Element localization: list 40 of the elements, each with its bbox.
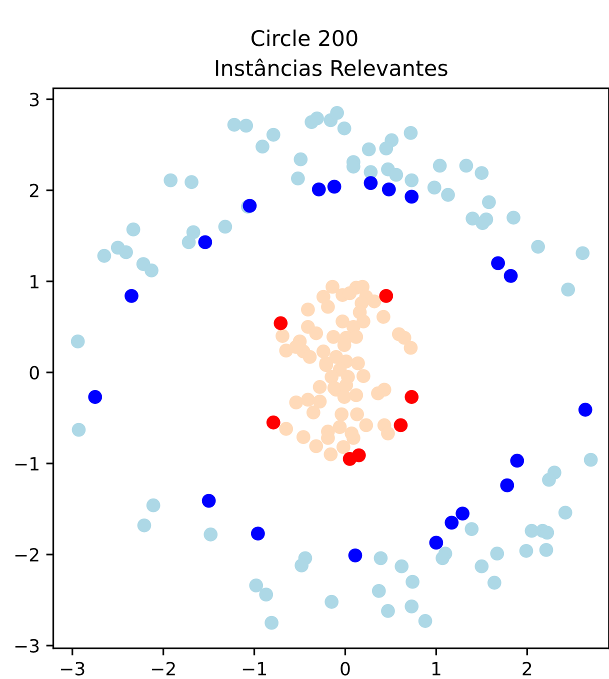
x-tick-label: 2 (522, 662, 532, 676)
point (404, 190, 419, 204)
y-tick-label: 1 (30, 275, 38, 288)
chart-subtitle: Instâncias Relevantes (216, 58, 448, 76)
point (500, 478, 514, 492)
point (352, 448, 366, 462)
point (578, 402, 592, 417)
point (250, 526, 265, 541)
y-tick-label: −2 (15, 548, 38, 562)
point (88, 390, 102, 404)
y-tick-label: 3 (30, 92, 39, 106)
point (202, 494, 216, 508)
point (312, 182, 326, 196)
y-tick-label: −1 (15, 457, 38, 470)
point (404, 390, 419, 404)
point (510, 454, 524, 468)
y-tick-label: 0 (30, 366, 39, 380)
x-tick-label: −3 (60, 662, 84, 676)
point (198, 235, 212, 250)
point (491, 256, 505, 270)
point (364, 176, 378, 190)
y-tick-label: 2 (30, 184, 38, 198)
point (348, 548, 362, 562)
x-tick-label: −1 (242, 662, 266, 676)
x-tick-label: −2 (152, 662, 175, 676)
point (382, 182, 396, 196)
point (266, 416, 280, 430)
point (379, 288, 394, 303)
point (504, 268, 518, 283)
y-tick-label: −3 (15, 639, 39, 653)
point (456, 506, 470, 520)
point (274, 316, 288, 330)
chart-title: Circle 200 (252, 30, 358, 46)
point (429, 536, 444, 550)
point (394, 418, 408, 432)
point (124, 288, 138, 303)
point (444, 516, 459, 530)
x-tick-label: 0 (340, 662, 350, 676)
point (327, 180, 342, 194)
x-tick-label: 1 (432, 662, 440, 676)
